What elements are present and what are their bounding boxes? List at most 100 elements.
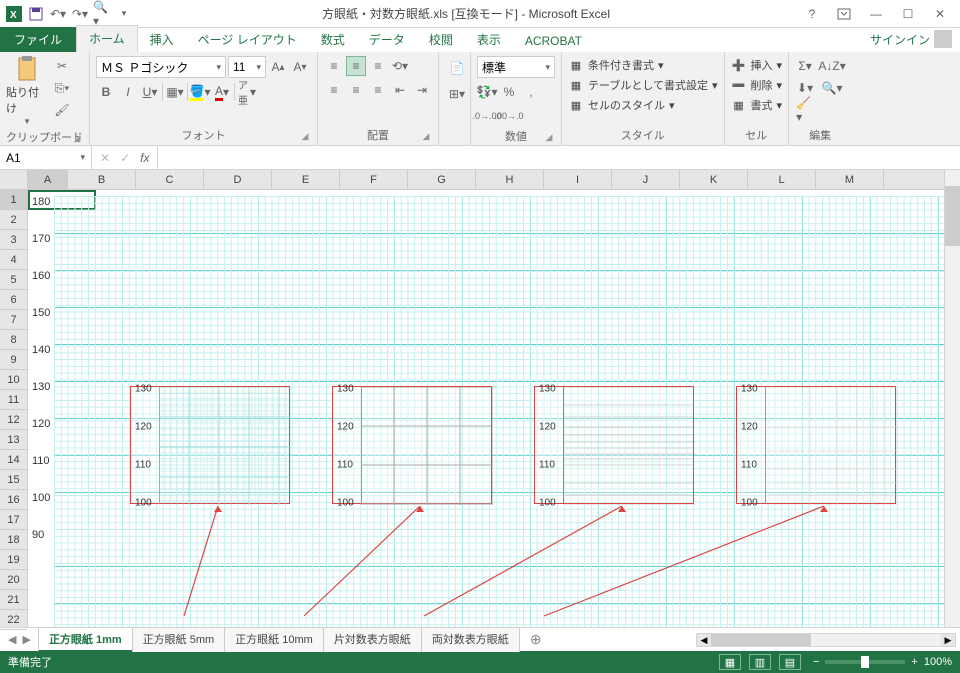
autosum-icon[interactable]: Σ▾	[795, 56, 815, 76]
sheet-tab[interactable]: 正方眼紙 1mm	[38, 627, 133, 652]
zoom-slider[interactable]	[825, 660, 905, 664]
view-normal-icon[interactable]: ▦	[719, 654, 741, 670]
col-header[interactable]: E	[272, 170, 340, 189]
col-header[interactable]: G	[408, 170, 476, 189]
undo-icon[interactable]: ↶▾	[48, 4, 68, 24]
decrease-decimal-icon[interactable]: .00→.0	[499, 106, 519, 126]
row-header[interactable]: 5	[0, 270, 27, 290]
col-header[interactable]: B	[68, 170, 136, 189]
row-header[interactable]: 14	[0, 450, 27, 470]
worksheet-canvas[interactable]: 1801701601501401301201101009013012011010…	[28, 190, 944, 627]
col-header[interactable]: A	[28, 170, 68, 189]
launcher-icon[interactable]: ◢	[543, 132, 555, 144]
align-bottom-icon[interactable]: ≡	[368, 56, 388, 76]
decrease-font-icon[interactable]: A▾	[290, 57, 310, 77]
ribbon-options-icon[interactable]	[830, 4, 858, 24]
table-format-button[interactable]: ▦テーブルとして書式設定 ▾	[568, 76, 718, 94]
row-header[interactable]: 16	[0, 490, 27, 510]
currency-icon[interactable]: 💱▾	[477, 82, 497, 102]
align-top-icon[interactable]: ≡	[324, 56, 344, 76]
align-left-icon[interactable]: ≡	[324, 80, 344, 100]
underline-button[interactable]: U▾	[140, 82, 160, 102]
row-header[interactable]: 20	[0, 570, 27, 590]
row-header[interactable]: 9	[0, 350, 27, 370]
sheet-tab[interactable]: 正方眼紙 10mm	[224, 627, 324, 652]
sheet-tab[interactable]: 両対数表方眼紙	[421, 627, 520, 652]
view-pagebreak-icon[interactable]: ▤	[779, 654, 801, 670]
col-header[interactable]: D	[204, 170, 272, 189]
paste-button[interactable]: 貼り付け ▾	[6, 56, 48, 127]
row-header[interactable]: 15	[0, 470, 27, 490]
zoom-out[interactable]: −	[813, 656, 819, 668]
row-header[interactable]: 1	[0, 190, 27, 210]
tab-data[interactable]: データ	[357, 27, 417, 52]
fx-icon[interactable]: fx	[140, 151, 149, 165]
border-button[interactable]: ▦▾	[165, 82, 185, 102]
row-header[interactable]: 13	[0, 430, 27, 450]
minimize-icon[interactable]: —	[862, 4, 890, 24]
row-header[interactable]: 6	[0, 290, 27, 310]
align-right-icon[interactable]: ≡	[368, 80, 388, 100]
horizontal-scrollbar[interactable]: ◀▶	[552, 633, 960, 647]
col-header[interactable]: I	[544, 170, 612, 189]
sheet-tab[interactable]: 片対数表方眼紙	[323, 627, 422, 652]
close-icon[interactable]: ✕	[926, 4, 954, 24]
cancel-icon[interactable]: ✕	[100, 151, 110, 165]
font-color-button[interactable]: A▾	[212, 82, 232, 102]
align-center-icon[interactable]: ≡	[346, 80, 366, 100]
row-header[interactable]: 8	[0, 330, 27, 350]
row-header[interactable]: 18	[0, 530, 27, 550]
wrap-text-icon[interactable]: 📄	[445, 56, 469, 80]
merge-icon[interactable]: ⊞▾	[445, 84, 469, 104]
align-middle-icon[interactable]: ≡	[346, 56, 366, 76]
vertical-scrollbar[interactable]	[944, 170, 960, 627]
row-header[interactable]: 19	[0, 550, 27, 570]
redo-icon[interactable]: ↷▾	[70, 4, 90, 24]
cond-format-button[interactable]: ▦条件付き書式 ▾	[568, 56, 718, 74]
row-header[interactable]: 22	[0, 610, 27, 630]
enter-icon[interactable]: ✓	[120, 151, 130, 165]
row-header[interactable]: 2	[0, 210, 27, 230]
row-header[interactable]: 7	[0, 310, 27, 330]
increase-font-icon[interactable]: A▴	[268, 57, 288, 77]
tab-acrobat[interactable]: ACROBAT	[513, 30, 594, 52]
zoom-level[interactable]: 100%	[924, 656, 952, 668]
row-header[interactable]: 17	[0, 510, 27, 530]
col-header[interactable]: F	[340, 170, 408, 189]
number-format-combo[interactable]: 標準▾	[477, 56, 555, 78]
sort-filter-icon[interactable]: A↓Z▾	[819, 56, 845, 76]
row-header[interactable]: 12	[0, 410, 27, 430]
cell-style-button[interactable]: ▦セルのスタイル ▾	[568, 96, 718, 114]
indent-dec-icon[interactable]: ⇤	[390, 80, 410, 100]
tab-review[interactable]: 校閲	[417, 27, 465, 52]
format-cells-button[interactable]: ▦書式 ▾	[731, 96, 783, 114]
tab-home[interactable]: ホーム	[76, 25, 138, 52]
tab-formulas[interactable]: 数式	[309, 27, 357, 52]
maximize-icon[interactable]: ☐	[894, 4, 922, 24]
copy-icon[interactable]: ⎘▾	[52, 78, 72, 98]
row-header[interactable]: 3	[0, 230, 27, 250]
delete-cells-button[interactable]: ➖削除 ▾	[731, 76, 783, 94]
phonetic-button[interactable]: ア亜▾	[237, 82, 257, 102]
preview-icon[interactable]: 🔍▾	[92, 4, 112, 24]
signin[interactable]: サインイン	[862, 26, 960, 52]
cut-icon[interactable]: ✂	[52, 56, 72, 76]
formula-input[interactable]	[158, 146, 960, 169]
fill-icon[interactable]: ⬇▾	[795, 78, 815, 98]
tab-file[interactable]: ファイル	[0, 27, 76, 52]
find-icon[interactable]: 🔍▾	[819, 78, 845, 98]
col-header[interactable]: K	[680, 170, 748, 189]
row-header[interactable]: 4	[0, 250, 27, 270]
tab-pagelayout[interactable]: ページ レイアウト	[186, 27, 309, 52]
percent-icon[interactable]: %	[499, 82, 519, 102]
col-header[interactable]: H	[476, 170, 544, 189]
tab-nav-prev[interactable]: ◀	[8, 633, 16, 646]
tab-view[interactable]: 表示	[465, 27, 513, 52]
launcher-icon[interactable]: ◢	[299, 131, 311, 143]
indent-inc-icon[interactable]: ⇥	[412, 80, 432, 100]
tab-nav-next[interactable]: ▶	[22, 633, 30, 646]
add-sheet-button[interactable]: ⊕	[520, 631, 552, 648]
col-header[interactable]: C	[136, 170, 204, 189]
select-all[interactable]	[0, 170, 27, 190]
italic-button[interactable]: I	[118, 82, 138, 102]
